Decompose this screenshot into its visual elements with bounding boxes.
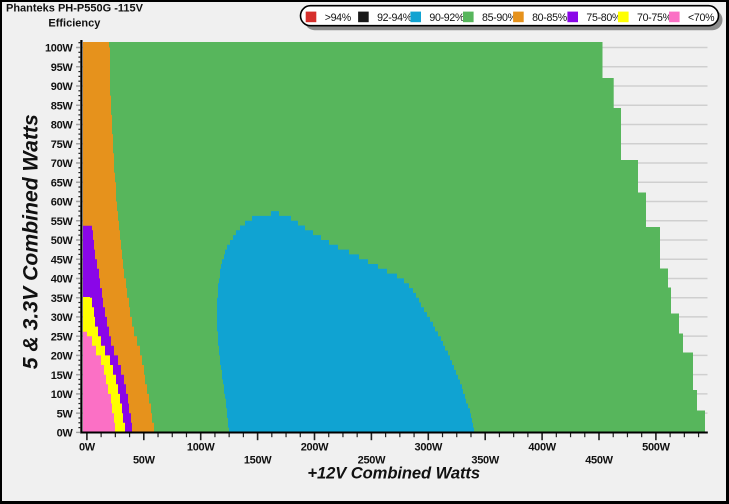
svg-text:500W: 500W bbox=[642, 442, 670, 454]
svg-text:60W: 60W bbox=[51, 197, 74, 209]
svg-text:Phanteks PH-P550G -115V: Phanteks PH-P550G -115V bbox=[6, 2, 144, 14]
svg-text:50W: 50W bbox=[51, 235, 74, 247]
svg-text:<70%: <70% bbox=[688, 12, 715, 24]
svg-text:5 & 3.3V Combined Watts: 5 & 3.3V Combined Watts bbox=[20, 114, 43, 369]
svg-text:70-75%: 70-75% bbox=[637, 12, 673, 24]
svg-text:55W: 55W bbox=[51, 216, 74, 228]
svg-text:0W: 0W bbox=[79, 442, 96, 454]
svg-text:85-90%: 85-90% bbox=[482, 12, 518, 24]
svg-text:10W: 10W bbox=[51, 389, 74, 401]
svg-text:250W: 250W bbox=[358, 455, 386, 467]
svg-text:100W: 100W bbox=[45, 43, 73, 55]
svg-text:80-85%: 80-85% bbox=[532, 12, 568, 24]
svg-text:20W: 20W bbox=[51, 351, 74, 363]
svg-text:85W: 85W bbox=[51, 100, 74, 112]
svg-text:450W: 450W bbox=[585, 455, 613, 467]
svg-text:0W: 0W bbox=[57, 428, 74, 440]
svg-text:92-94%: 92-94% bbox=[377, 12, 413, 24]
svg-text:350W: 350W bbox=[471, 455, 499, 467]
svg-text:45W: 45W bbox=[51, 254, 74, 266]
svg-text:30W: 30W bbox=[51, 312, 74, 324]
svg-text:15W: 15W bbox=[51, 370, 74, 382]
svg-text:>94%: >94% bbox=[325, 12, 352, 24]
svg-text:75W: 75W bbox=[51, 139, 74, 151]
svg-text:80W: 80W bbox=[51, 120, 74, 132]
svg-text:Efficiency: Efficiency bbox=[48, 17, 101, 29]
svg-text:95W: 95W bbox=[51, 62, 74, 74]
svg-text:50W: 50W bbox=[133, 455, 156, 467]
svg-text:25W: 25W bbox=[51, 331, 74, 343]
svg-text:35W: 35W bbox=[51, 293, 74, 305]
svg-text:100W: 100W bbox=[187, 442, 215, 454]
svg-text:200W: 200W bbox=[301, 442, 329, 454]
svg-text:65W: 65W bbox=[51, 177, 74, 189]
svg-text:90W: 90W bbox=[51, 81, 74, 93]
svg-text:40W: 40W bbox=[51, 274, 74, 286]
svg-text:150W: 150W bbox=[244, 455, 272, 467]
svg-text:5W: 5W bbox=[57, 408, 74, 420]
svg-text:90-92%: 90-92% bbox=[429, 12, 465, 24]
svg-text:300W: 300W bbox=[415, 442, 443, 454]
svg-text:+12V Combined Watts: +12V Combined Watts bbox=[307, 464, 480, 483]
svg-text:400W: 400W bbox=[528, 442, 556, 454]
svg-text:75-80%: 75-80% bbox=[586, 12, 622, 24]
svg-text:70W: 70W bbox=[51, 158, 74, 170]
